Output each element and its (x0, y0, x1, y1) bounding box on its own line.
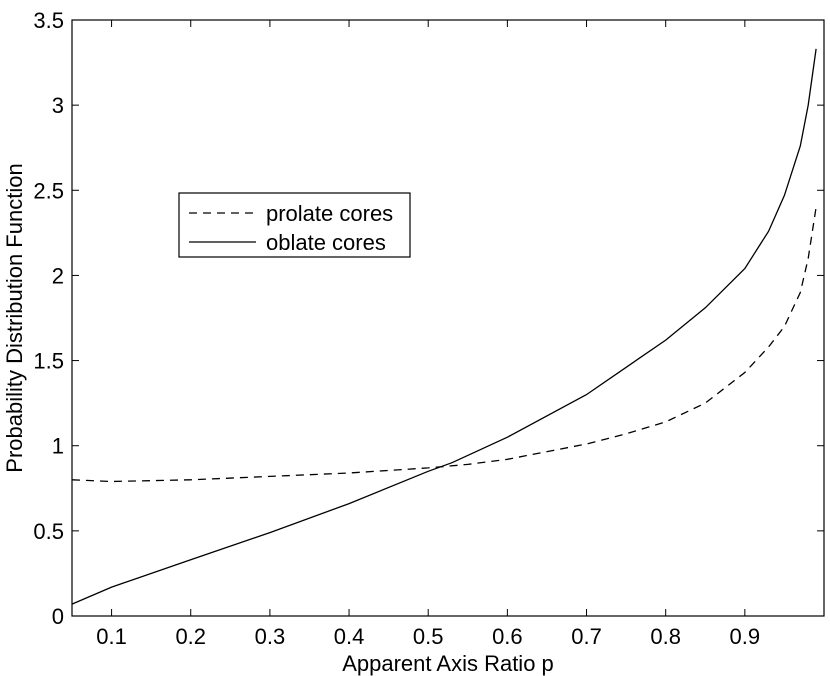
y-tick-label: 3 (52, 93, 64, 118)
x-tick-label: 0.4 (334, 624, 365, 649)
y-tick-label: 0 (52, 604, 64, 629)
series-line-oblate-cores (71, 48, 817, 605)
y-tick-label: 1.5 (33, 349, 64, 374)
legend-box (178, 192, 411, 258)
x-axis-label: Apparent Axis Ratio p (342, 651, 554, 676)
legend-label-oblate: oblate cores (266, 230, 386, 255)
series-line-prolate-cores (71, 207, 817, 483)
x-tick-label: 0.5 (413, 624, 444, 649)
legend: prolate cores oblate cores (178, 192, 411, 258)
x-tick-label: 0.3 (255, 624, 286, 649)
y-tick-label: 3.5 (33, 8, 64, 33)
x-tick-label: 0.8 (650, 624, 681, 649)
series-layer (71, 48, 817, 605)
y-tick-label: 1 (52, 434, 64, 459)
y-axis-label: Probability Distribution Function (2, 163, 27, 472)
x-tick-label: 0.1 (96, 624, 127, 649)
plot-area (71, 19, 825, 617)
legend-label-prolate: prolate cores (266, 201, 393, 226)
x-tick-label: 0.6 (492, 624, 523, 649)
x-tick-label: 0.2 (175, 624, 206, 649)
y-tick-label: 0.5 (33, 519, 64, 544)
axis-ticks: 0.1 0.2 0.3 0.4 0.5 0.6 0.7 0.8 0.9 0 0.5 1 1.5 2 2.5 3… (33, 8, 824, 649)
y-tick-label: 2.5 (33, 178, 64, 203)
y-tick-label: 2 (52, 263, 64, 288)
x-tick-label: 0.7 (571, 624, 602, 649)
x-tick-label: 0.9 (730, 624, 761, 649)
